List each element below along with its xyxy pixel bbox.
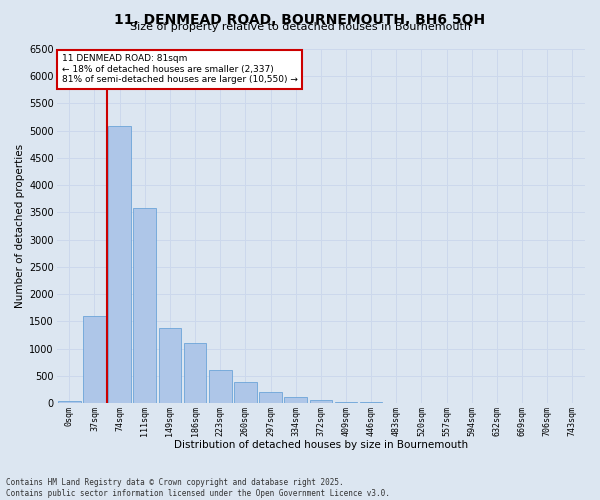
Bar: [284, 397, 307, 403]
Bar: [133, 208, 156, 403]
Bar: [108, 126, 131, 403]
Text: Contains HM Land Registry data © Crown copyright and database right 2025.
Contai: Contains HM Land Registry data © Crown c…: [6, 478, 390, 498]
Text: 11 DENMEAD ROAD: 81sqm
← 18% of detached houses are smaller (2,337)
81% of semi-: 11 DENMEAD ROAD: 81sqm ← 18% of detached…: [62, 54, 298, 84]
Bar: [209, 370, 232, 403]
Bar: [184, 343, 206, 403]
Bar: [58, 402, 80, 403]
Bar: [310, 400, 332, 403]
Bar: [335, 402, 358, 403]
Text: 11, DENMEAD ROAD, BOURNEMOUTH, BH6 5QH: 11, DENMEAD ROAD, BOURNEMOUTH, BH6 5QH: [115, 12, 485, 26]
Bar: [360, 402, 382, 403]
Bar: [234, 382, 257, 403]
Text: Size of property relative to detached houses in Bournemouth: Size of property relative to detached ho…: [130, 22, 470, 32]
Bar: [259, 392, 282, 403]
Y-axis label: Number of detached properties: Number of detached properties: [15, 144, 25, 308]
Bar: [83, 316, 106, 403]
X-axis label: Distribution of detached houses by size in Bournemouth: Distribution of detached houses by size …: [174, 440, 468, 450]
Bar: [158, 328, 181, 403]
